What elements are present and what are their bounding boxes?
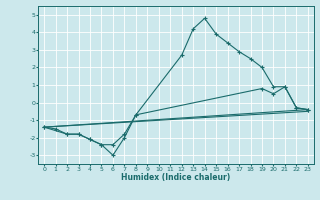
X-axis label: Humidex (Indice chaleur): Humidex (Indice chaleur) (121, 173, 231, 182)
